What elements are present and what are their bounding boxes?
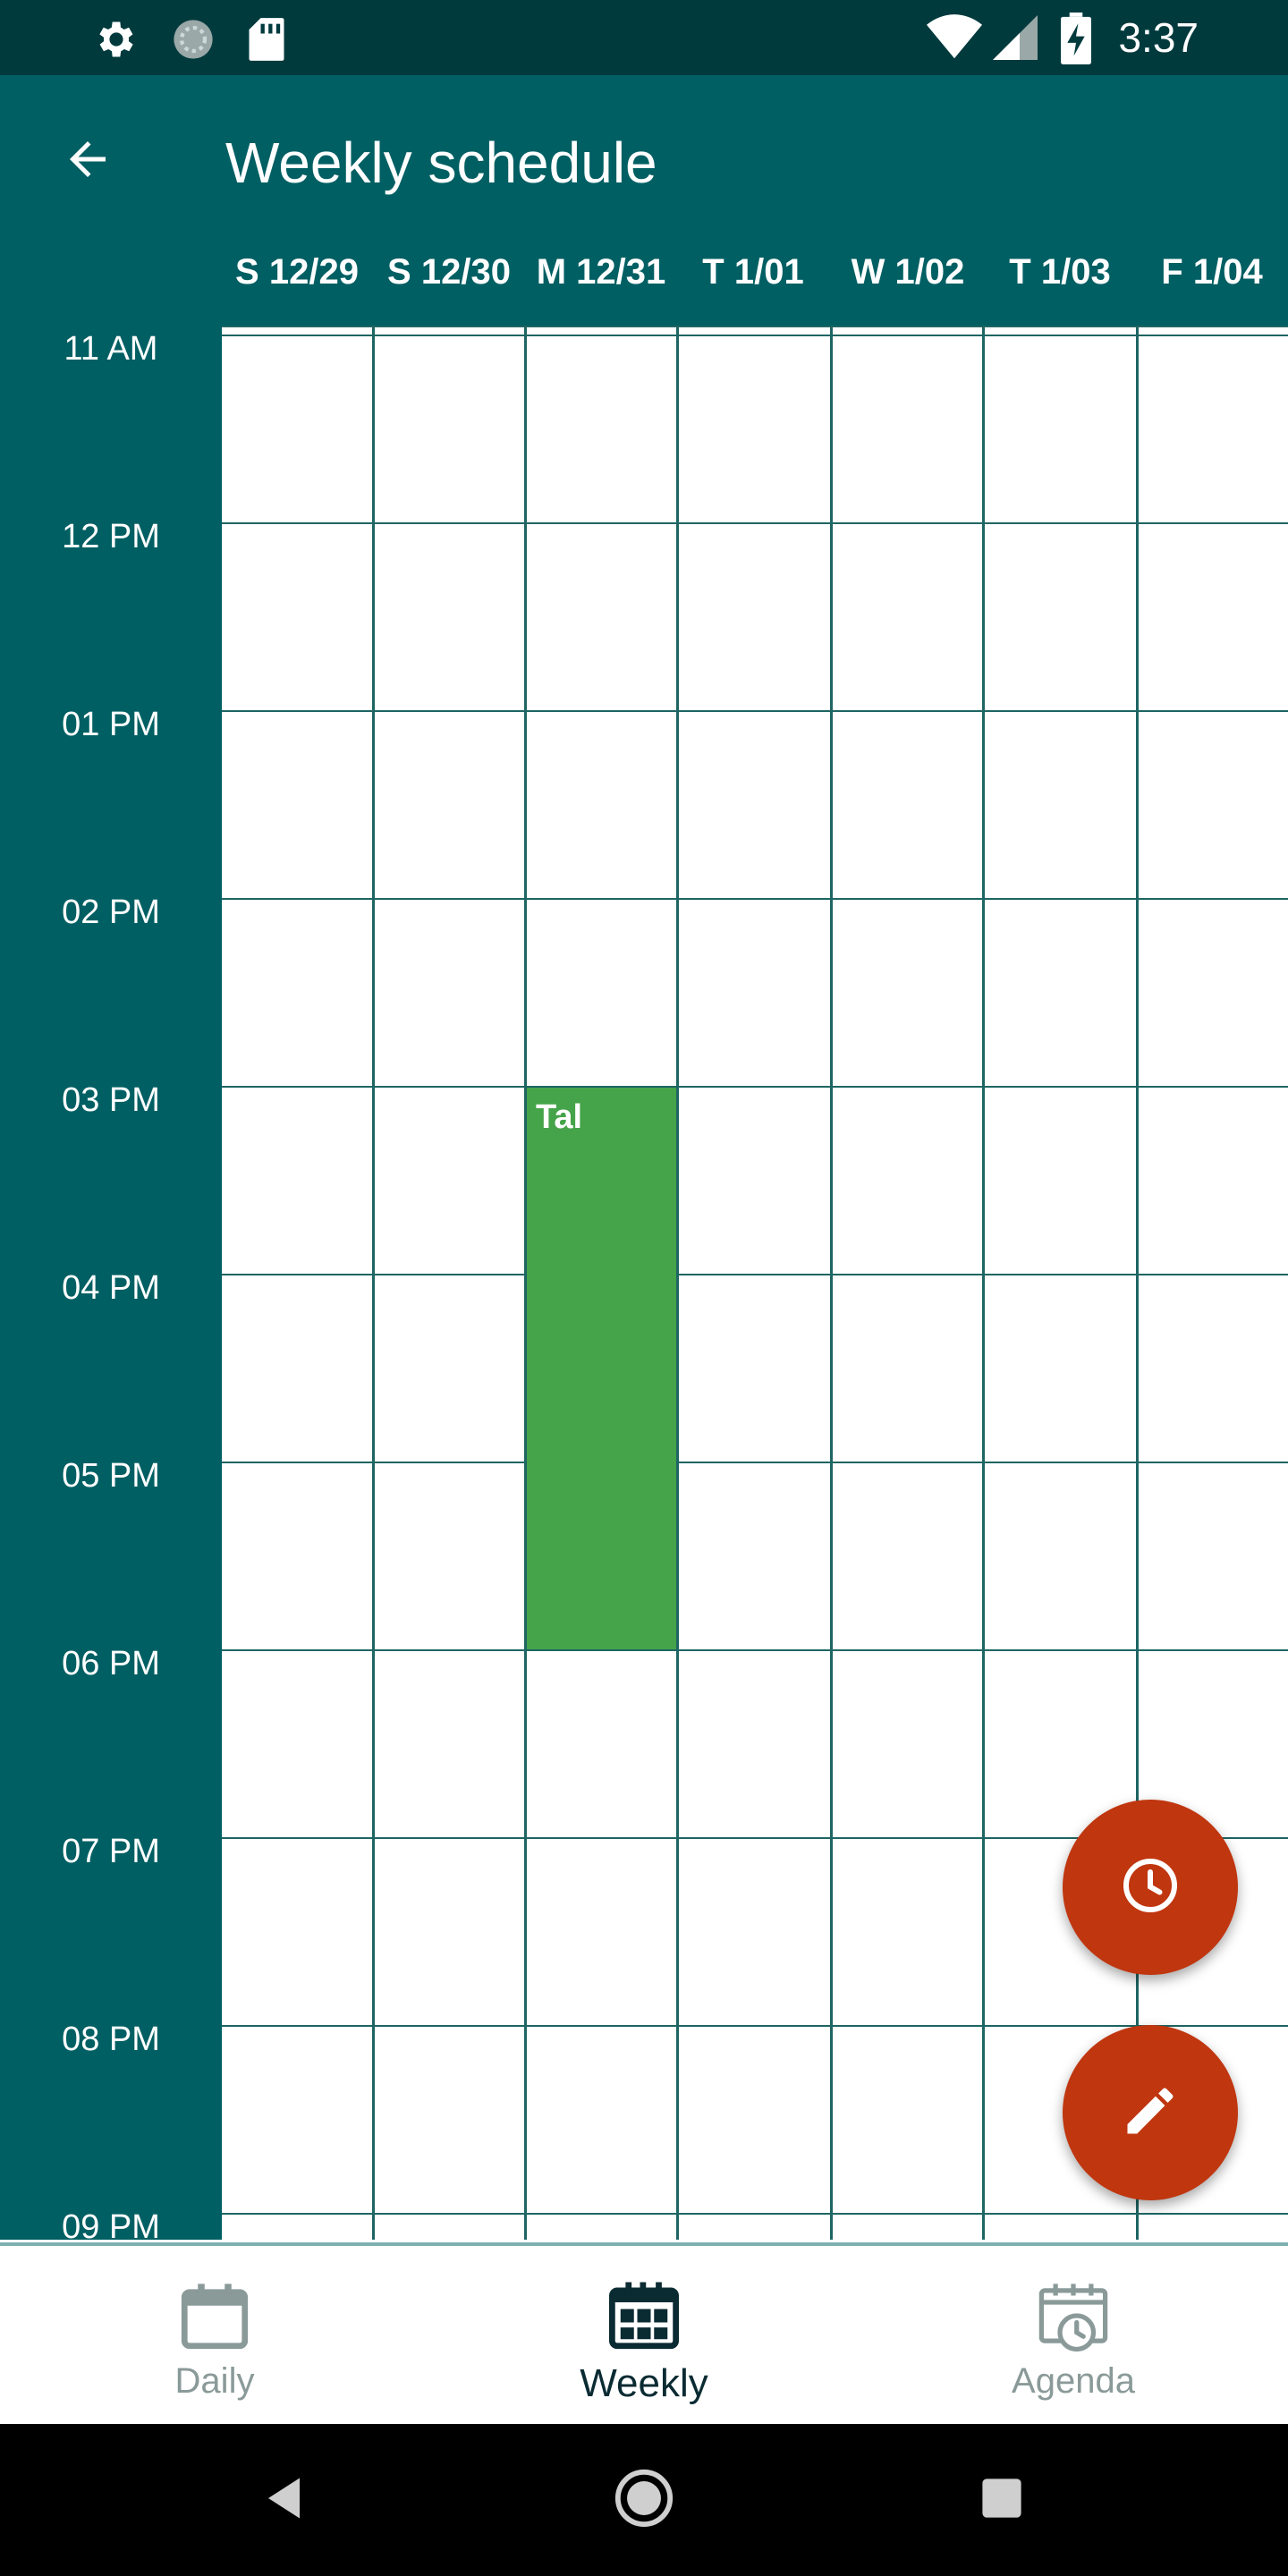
nav-label: Daily <box>174 2361 255 2401</box>
time-label: 04 PM <box>62 1269 160 1307</box>
grid-line <box>222 2213 1288 2215</box>
day-header: S 12/29 <box>235 252 359 292</box>
time-label: 12 PM <box>62 518 160 555</box>
grid-line <box>222 710 1288 712</box>
grid-line <box>222 326 1288 327</box>
day-header: S 12/30 <box>387 252 511 292</box>
nav-label: Agenda <box>1012 2361 1135 2401</box>
grid-line <box>222 1837 1288 1839</box>
time-label: 01 PM <box>62 706 160 743</box>
circle-home-icon <box>613 2467 675 2534</box>
clock-icon <box>1118 1853 1182 1922</box>
triangle-back-icon <box>264 2476 309 2525</box>
signal-icon <box>993 14 1038 65</box>
arrow-back-icon <box>61 132 114 191</box>
nav-item-weekly[interactable]: Weekly <box>429 2249 859 2424</box>
wifi-icon <box>927 14 982 65</box>
add-timed-entry-button[interactable] <box>1063 1800 1238 1975</box>
sync-icon <box>170 16 216 67</box>
nav-label: Weekly <box>580 2361 708 2405</box>
system-back-button[interactable] <box>215 2424 358 2576</box>
divider <box>0 2240 1288 2249</box>
battery-charging-icon <box>1061 13 1091 69</box>
system-nav-bar <box>0 2424 1288 2576</box>
nav-item-agenda[interactable]: Agenda <box>859 2249 1288 2424</box>
edit-button[interactable] <box>1063 2025 1238 2200</box>
grid-line <box>524 326 527 2240</box>
grid-line <box>222 1462 1288 1463</box>
grid-line <box>222 335 1288 336</box>
time-label: 05 PM <box>62 1457 160 1495</box>
grid-line <box>222 1086 1288 1088</box>
grid-line <box>676 326 679 2240</box>
bottom-nav: Daily Weekly Agenda <box>0 2249 1288 2424</box>
time-label: 06 PM <box>62 1645 160 1682</box>
status-bar: 3:37 <box>0 0 1288 75</box>
sd-card-icon <box>245 16 288 67</box>
calendar-grid-icon <box>604 2275 684 2356</box>
back-button[interactable] <box>45 118 131 204</box>
day-header: W 1/02 <box>851 252 965 292</box>
grid-line <box>372 326 375 2240</box>
day-header: M 12/31 <box>536 252 666 292</box>
pencil-icon <box>1120 2080 1181 2146</box>
grid-line <box>1136 326 1139 2240</box>
day-header: T 1/03 <box>1009 252 1111 292</box>
grid-line <box>222 2025 1288 2027</box>
grid-line <box>222 1649 1288 1651</box>
grid-line <box>222 522 1288 524</box>
time-rail: 11 AM 12 PM 01 PM 02 PM 03 PM 04 PM 05 P… <box>0 326 222 2246</box>
system-recents-button[interactable] <box>930 2424 1073 2576</box>
calendar-clock-icon <box>1033 2275 1114 2356</box>
page-title: Weekly schedule <box>225 131 657 195</box>
grid-line <box>982 326 985 2240</box>
square-recents-icon <box>980 2477 1023 2524</box>
system-home-button[interactable] <box>572 2424 716 2576</box>
time-label: 08 PM <box>62 2021 160 2058</box>
time-label: 03 PM <box>62 1081 160 1119</box>
day-header: F 1/04 <box>1161 252 1263 292</box>
grid-line <box>830 326 833 2240</box>
grid-line <box>222 898 1288 900</box>
app-bar: Weekly schedule S 12/29 S 12/30 M 12/31 … <box>0 75 1288 326</box>
grid-line <box>222 1274 1288 1275</box>
nav-item-daily[interactable]: Daily <box>0 2249 429 2424</box>
status-time: 3:37 <box>1118 14 1199 61</box>
time-label: 07 PM <box>62 1833 160 1870</box>
calendar-icon <box>174 2275 255 2356</box>
event-title: Tal <box>536 1098 583 1136</box>
day-header: T 1/01 <box>702 252 804 292</box>
time-label: 02 PM <box>62 894 160 931</box>
settings-icon <box>93 16 140 67</box>
time-label: 11 AM <box>64 330 158 368</box>
event-block[interactable]: Tal <box>527 1088 676 1649</box>
